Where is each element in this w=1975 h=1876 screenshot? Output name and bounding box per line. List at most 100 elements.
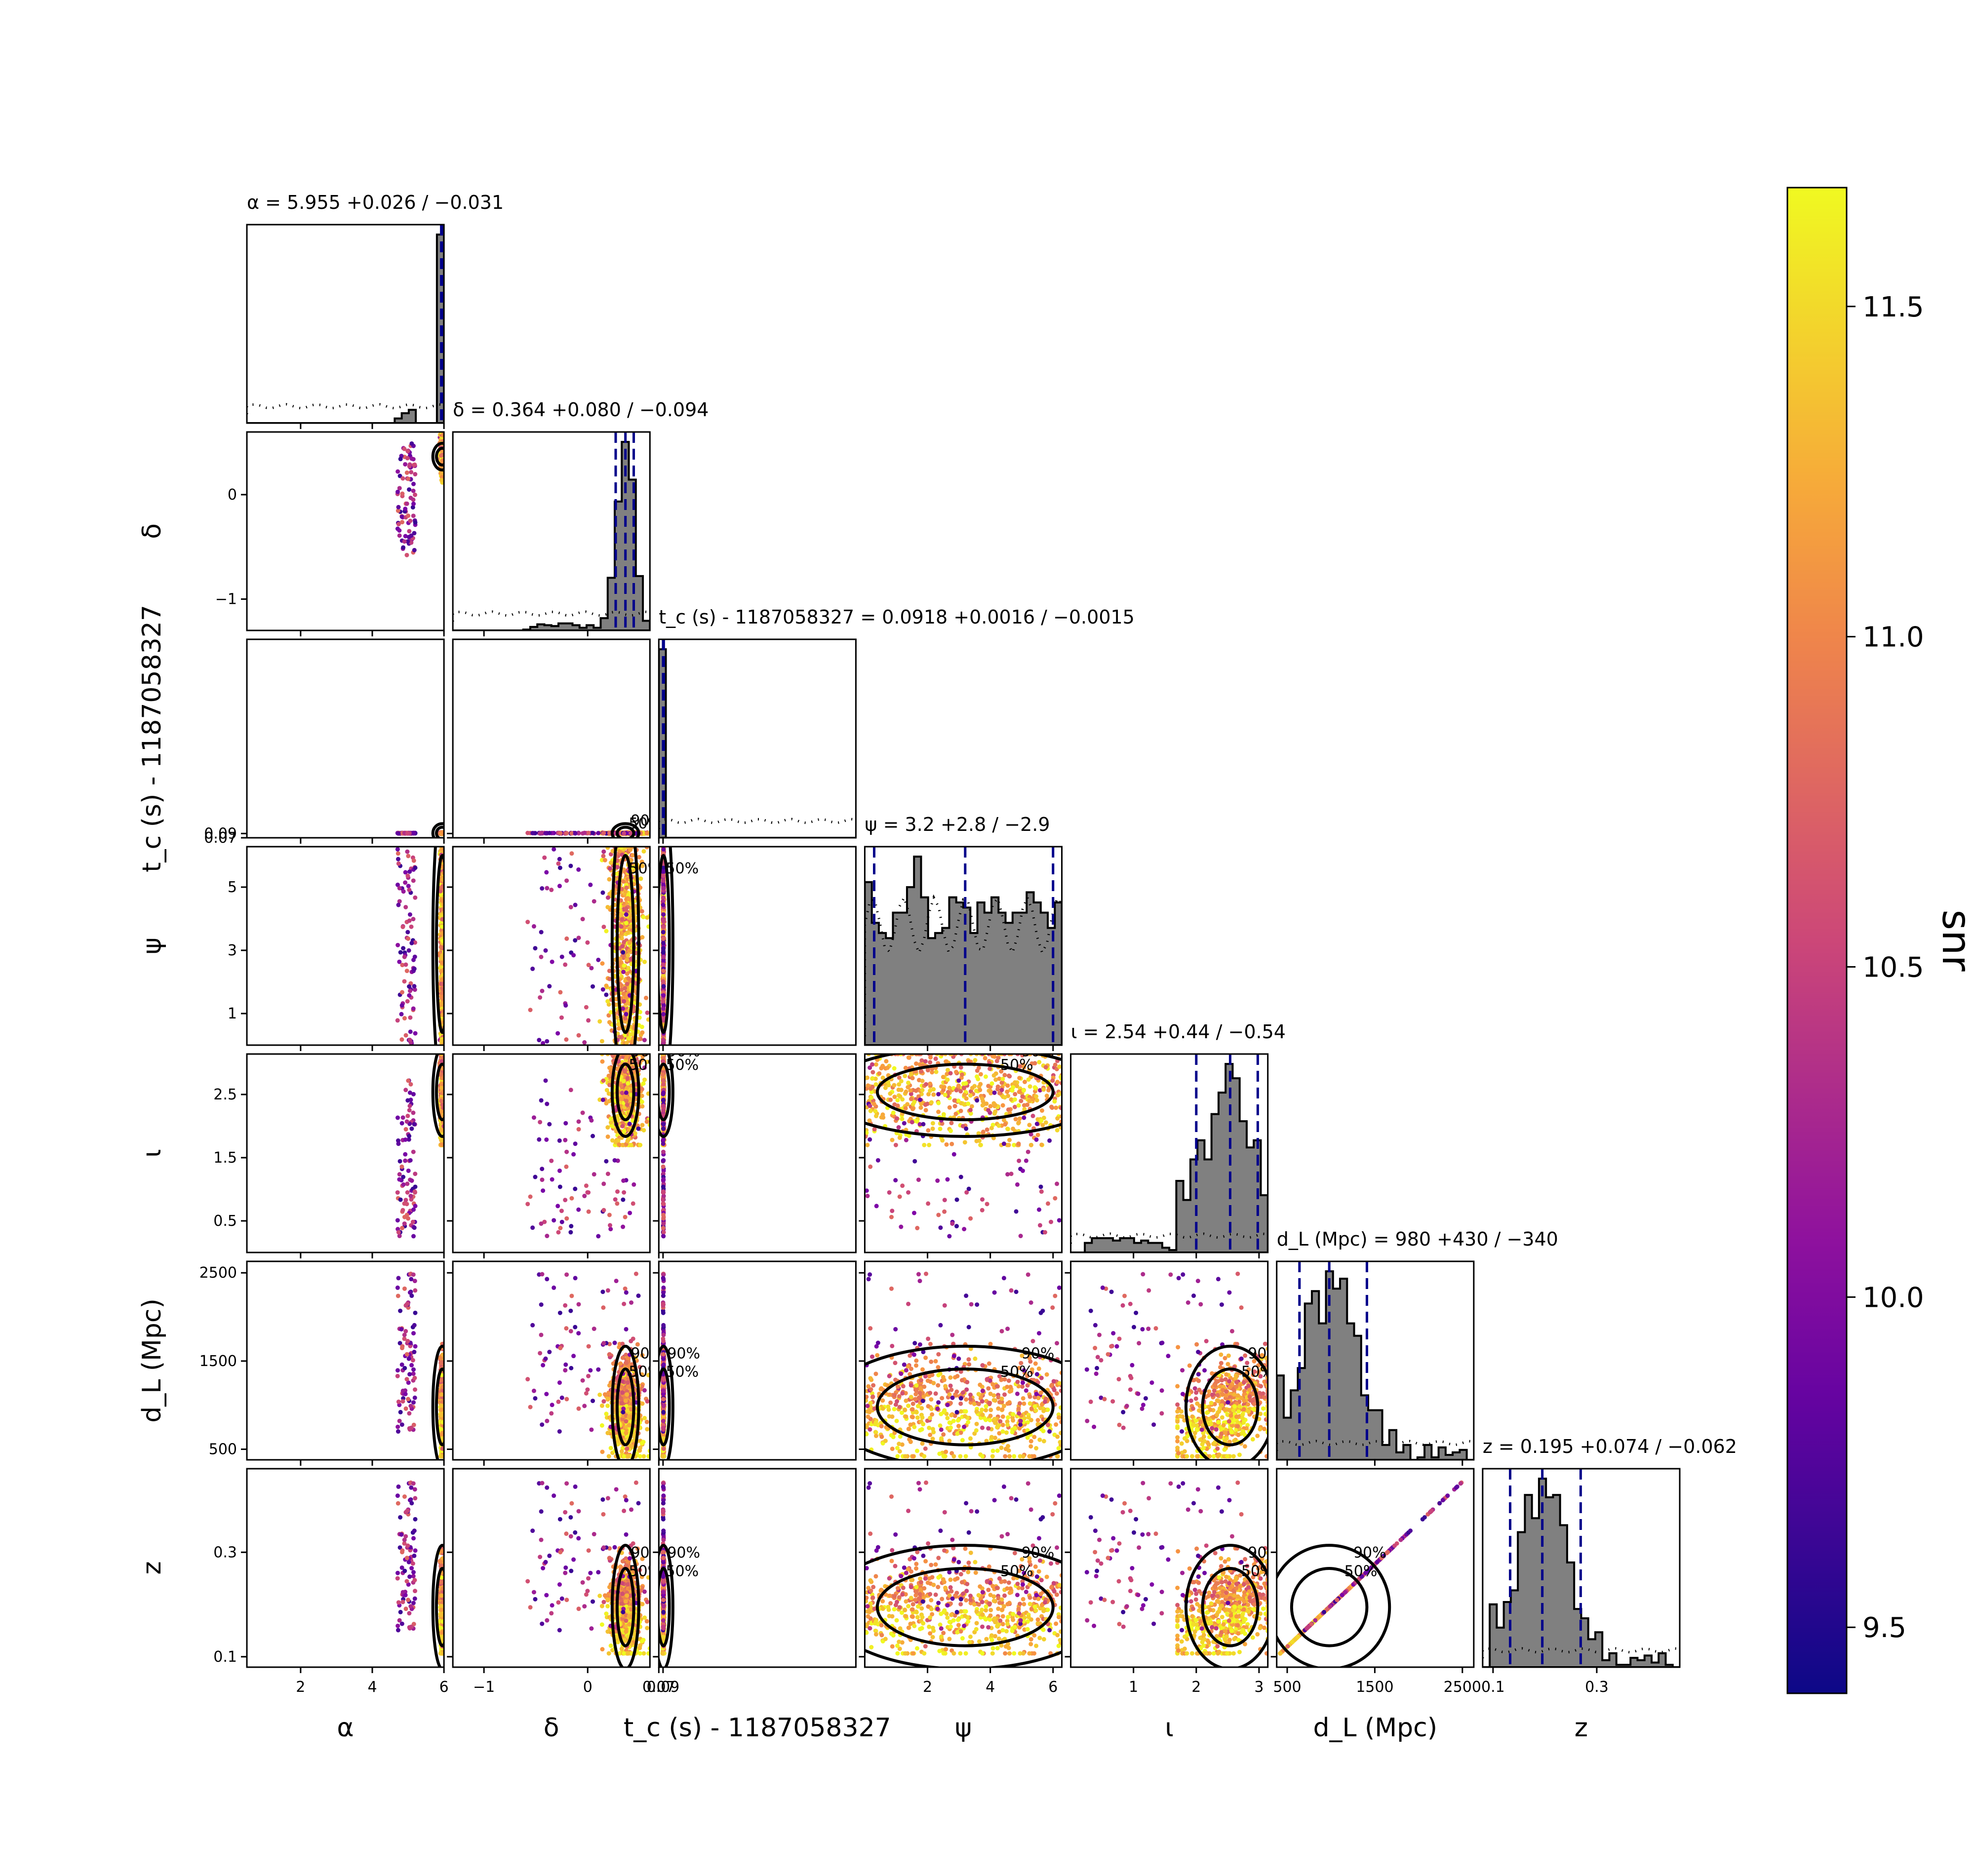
scatter-point — [400, 925, 405, 929]
scatter-point — [400, 476, 405, 481]
scatter-point — [661, 873, 666, 878]
scatter-point — [405, 999, 410, 1004]
scatter-point — [413, 896, 417, 900]
scatter-point — [413, 472, 417, 476]
scatter-point — [604, 983, 608, 988]
scatter-point — [403, 880, 407, 885]
scatter-point — [403, 462, 407, 467]
scatter-point — [584, 1005, 589, 1010]
scatter-point — [573, 831, 578, 836]
scatter-point — [661, 979, 665, 983]
scatter-point — [406, 513, 410, 518]
histogram-psi — [865, 857, 1062, 1045]
scatter-point — [644, 996, 648, 1000]
scatter-point — [397, 960, 401, 964]
scatter-point — [409, 441, 414, 446]
scatter-point — [661, 847, 666, 852]
scatter-point — [413, 493, 417, 497]
scatter-point — [395, 1018, 400, 1022]
scatter-point — [408, 989, 412, 993]
scatter-point — [605, 905, 610, 909]
scatter-point — [439, 478, 444, 482]
scatter-point — [558, 831, 562, 835]
scatter-point — [640, 909, 644, 913]
scatter-point — [412, 984, 416, 988]
scatter-point — [587, 963, 591, 967]
scatter-point — [396, 903, 400, 907]
scatter-point — [544, 870, 549, 874]
scatter-point — [661, 886, 666, 891]
panel-tc-delta: 50%90% — [447, 639, 664, 844]
scatter-point — [641, 849, 646, 854]
scatter-point — [597, 1019, 602, 1023]
scatter-point — [547, 831, 552, 835]
scatter-point — [569, 905, 573, 909]
scatter-point — [539, 930, 544, 935]
scatter-point — [661, 903, 666, 907]
panel-psi-alpha: 50%90%135 — [228, 802, 479, 1086]
scatter-point — [413, 865, 417, 870]
scatter-point — [564, 878, 569, 883]
scatter-point — [408, 912, 412, 917]
panel-title-tc: t_c (s) - 1187058327 = 0.0918 +0.0016 / … — [659, 606, 1135, 628]
scatter-point — [405, 449, 410, 453]
scatter-point — [606, 896, 610, 900]
scatter-point — [560, 955, 564, 959]
panel-psi-psi: ψ = 3.2 +2.8 / −2.9 — [865, 814, 1062, 1051]
scatter-point — [540, 886, 544, 891]
scatter-point — [568, 863, 573, 868]
scatter-point — [557, 857, 562, 861]
scatter-point — [587, 831, 591, 835]
scatter-point — [411, 489, 416, 493]
scatter-point — [439, 1039, 444, 1044]
scatter-point — [620, 917, 625, 921]
scatter-point — [411, 958, 416, 962]
scatter-point — [545, 886, 549, 891]
scatter-point — [530, 831, 535, 835]
scatter-point — [661, 950, 666, 955]
scatter-point — [642, 1038, 647, 1042]
panel-frame — [247, 847, 444, 1045]
scatter-point — [626, 953, 630, 958]
scatter-point — [400, 990, 404, 994]
scatter-point — [621, 970, 626, 974]
scatter-point — [411, 502, 416, 506]
scatter-point — [619, 987, 624, 992]
scatter-point — [412, 548, 417, 552]
scatter-point — [542, 856, 547, 860]
scatter-point — [403, 962, 408, 967]
scatter-point — [661, 969, 666, 973]
scatter-point — [661, 955, 666, 959]
scatter-point — [661, 999, 665, 1004]
scatter-point — [549, 888, 553, 892]
contour-label: 90% — [446, 812, 479, 829]
scatter-point — [407, 869, 412, 874]
scatter-point — [411, 917, 415, 921]
scatter-point — [627, 940, 632, 945]
scatter-point — [604, 992, 608, 997]
scatter-point — [439, 886, 443, 890]
scatter-point — [622, 831, 626, 836]
scatter-point — [624, 912, 629, 917]
scatter-point — [645, 915, 649, 920]
scatter-point — [601, 987, 605, 992]
scatter-point — [405, 470, 409, 475]
panel-delta-alpha: 50%90%−10 — [215, 424, 479, 636]
scatter-point — [627, 1036, 632, 1041]
scatter-point — [581, 917, 585, 921]
scatter-point — [645, 1011, 650, 1015]
scatter-point — [586, 1018, 591, 1022]
scatter-point — [627, 948, 632, 953]
scatter-point — [412, 859, 416, 863]
scatter-point — [397, 528, 401, 533]
scatter-point — [439, 945, 443, 949]
scatter-point — [577, 1033, 581, 1038]
scatter-point — [573, 903, 578, 907]
scatter-point — [540, 989, 544, 993]
scatter-point — [407, 984, 411, 989]
scatter-point — [402, 979, 406, 983]
scatter-point — [601, 850, 606, 854]
scatter-point — [557, 884, 562, 888]
scatter-point — [407, 948, 411, 953]
panel-title-delta: δ = 0.364 +0.080 / −0.094 — [453, 399, 709, 421]
